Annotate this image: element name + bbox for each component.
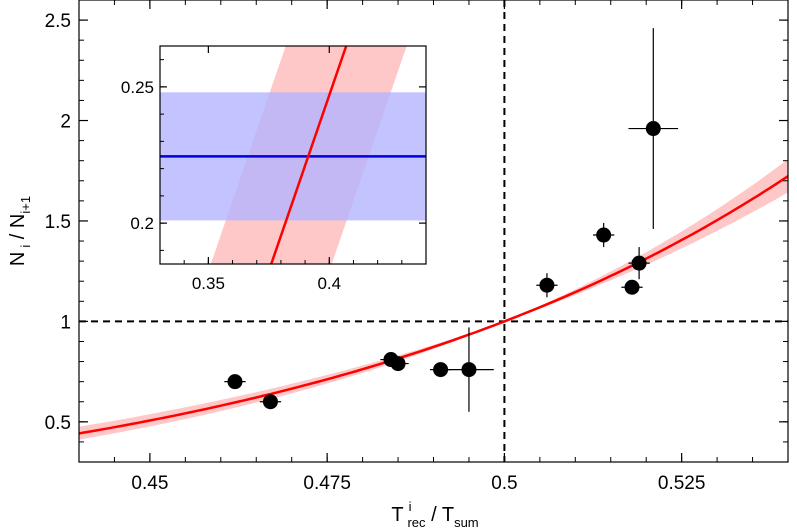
data-point [444,327,494,412]
y-title-sep: / [7,228,29,245]
y-axis-title: Ni / Ni+1 [7,196,33,266]
y-title-main2: N [7,214,29,228]
data-point [593,222,615,248]
fit-curve-line [79,175,788,435]
data-point [259,394,282,410]
y-tick-label: 2.5 [45,11,71,32]
axis-ticks: 0.45 0.475 0.5 0.525 0.5 1 1.5 2 2.5 [45,0,789,494]
x-title-sep: / [426,504,442,526]
inset-axis-ticks: 0.35 0.4 0.2 0.25 [121,46,427,293]
inset-plot [160,46,426,264]
x-tick-label: 0.45 [131,473,168,494]
data-point [628,247,650,280]
inset-x-tick-label: 0.35 [192,274,225,293]
data-point [628,28,679,229]
y-tick-label: 2 [60,112,71,133]
point-marker [390,356,406,372]
y-title-main: N [7,252,29,266]
x-title-main: T [391,504,403,526]
data-point [224,374,246,390]
data-point [387,356,409,372]
x-tick-label: 0.475 [303,473,351,494]
data-point [536,273,558,298]
inset-y-tick-label: 0.2 [130,214,154,233]
point-marker [461,362,477,378]
y-tick-label: 0.5 [45,413,71,434]
point-marker [596,227,612,243]
point-marker [645,121,661,137]
inset-y-tick-label: 0.25 [121,78,154,97]
x-title-sub2: sum [454,515,479,530]
x-tick-label: 0.5 [491,473,517,494]
reference-lines [79,0,788,462]
point-marker [539,277,555,293]
point-marker [631,255,647,271]
x-title-main2: T [442,504,454,526]
point-marker [433,362,449,378]
y-title-sub2: i+1 [18,196,33,214]
x-tick-label: 0.525 [658,473,706,494]
data-point [621,279,643,295]
data-points [224,28,679,412]
inset-x-tick-label: 0.4 [317,274,341,293]
inset-frame [159,45,427,265]
point-marker [262,394,278,410]
x-title-sup: i [409,499,412,514]
point-marker [624,279,640,295]
y-tick-label: 1.5 [45,212,71,233]
fit-curve [79,175,788,435]
y-tick-label: 1 [60,312,71,333]
x-title-sub: rec [407,515,426,530]
point-marker [227,374,243,390]
y-title-sub: i [18,245,33,248]
inset-fit-line [270,46,348,264]
